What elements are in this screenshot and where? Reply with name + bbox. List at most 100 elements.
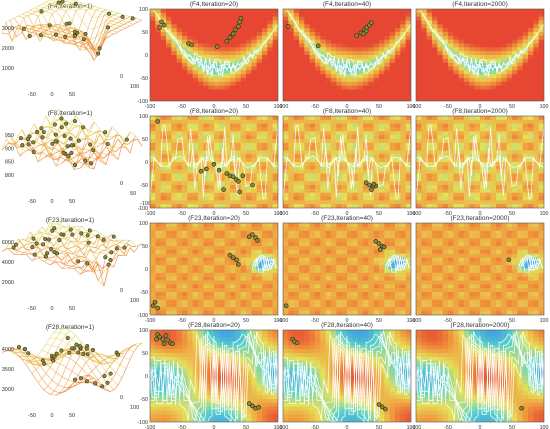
z-tick-label: 900 <box>5 146 14 152</box>
panel-title: (F28,Iteration=1) <box>46 324 94 331</box>
x-tick-label: -50 <box>444 318 452 324</box>
agent-marker <box>72 163 78 168</box>
contour-line <box>520 256 541 268</box>
panel-title: (F4,Iteration=20) <box>190 1 238 8</box>
agent-marker <box>93 381 98 386</box>
agent-marker <box>224 38 230 44</box>
agent-marker <box>363 180 369 185</box>
agent-marker <box>84 379 89 384</box>
agent-marker <box>227 35 233 40</box>
x-tick-label: -50 <box>178 425 186 429</box>
agent-marker <box>34 241 39 246</box>
agent-marker <box>32 252 37 257</box>
agent-marker <box>315 43 321 49</box>
x-tick-label: 50 <box>243 211 249 217</box>
agent-marker <box>59 116 64 121</box>
x-tick-label: 50 <box>69 306 75 312</box>
surface-mesh <box>1 108 143 170</box>
agent-marker <box>160 336 166 342</box>
agent-marker <box>109 250 114 255</box>
panel-title: (F28,Iteration=20) <box>188 322 240 329</box>
contour-line <box>254 255 275 272</box>
panel-title: (F8,Iteration=2000) <box>452 108 507 115</box>
z-tick-label: 3500 <box>2 367 14 373</box>
agent-marker <box>47 23 52 28</box>
agent-marker <box>81 352 86 357</box>
x-tick-label: -100 <box>278 318 289 324</box>
agent-marker <box>369 187 374 192</box>
agent-marker <box>155 119 160 124</box>
y-tick-label: 100 <box>139 221 148 227</box>
agent-marker <box>65 144 70 149</box>
agent-marker <box>21 26 26 31</box>
y-tick-label: 0 <box>120 288 123 294</box>
x-tick-label: 0 <box>213 104 216 110</box>
agent-marker <box>16 345 22 350</box>
plot-frame <box>282 115 412 209</box>
x-tick-label: -100 <box>411 318 422 324</box>
x-tick-label: 0 <box>346 211 349 217</box>
agent-marker <box>97 46 102 51</box>
agent-marker <box>64 121 69 126</box>
agent-marker <box>376 402 382 407</box>
agent-marker <box>72 119 78 124</box>
z-tick-label: 850 <box>5 160 14 166</box>
agent-marker <box>283 303 289 309</box>
y-tick-label: 50 <box>142 30 148 36</box>
agent-marker <box>377 247 383 252</box>
x-tick-label: 50 <box>69 92 75 98</box>
agent-marker <box>108 371 113 376</box>
contour-line <box>153 10 278 77</box>
agent-marker <box>67 350 72 355</box>
agent-marker <box>68 136 73 141</box>
z-tick-label: 3000 <box>2 387 14 393</box>
agent-marker <box>41 242 46 247</box>
x-tick-label: -50 <box>311 425 319 429</box>
agent-marker <box>519 405 524 411</box>
x-tick-label: 50 <box>69 199 75 205</box>
plot-frame <box>149 329 279 423</box>
x-tick-label: -100 <box>145 104 156 110</box>
contour-line <box>387 256 408 268</box>
contour-panel: (F4,Iteration=20) -100-100 -50 -50 0 0 50 50 100… <box>137 1 282 110</box>
agent-marker <box>76 259 81 264</box>
contour-line <box>416 331 544 421</box>
panel-title: (F23,Iteration=20) <box>188 215 240 222</box>
z-tick-label: 2000 <box>2 46 14 52</box>
panel-title: (F28,Iteration=40) <box>321 322 373 329</box>
y-tick-label: -100 <box>137 206 148 212</box>
agent-marker <box>214 44 220 50</box>
x-tick-label: -100 <box>145 318 156 324</box>
panel-title: (F23,Iteration=40) <box>321 215 373 222</box>
x-tick-label: -50 <box>28 306 36 312</box>
agent-marker <box>161 22 167 28</box>
surface-panel: (F23,Iteration=1) 2000 4000 6000 -50 0 50 0 100 <box>2 217 143 312</box>
agent-marker <box>108 257 113 263</box>
agent-marker <box>74 342 79 347</box>
plot-frame <box>149 8 279 102</box>
agent-marker <box>90 347 96 353</box>
agent-marker <box>72 29 77 34</box>
agent-marker <box>69 150 74 156</box>
x-tick-label: -50 <box>311 104 319 110</box>
x-tick-label: 0 <box>213 425 216 429</box>
y-tick-label: -100 <box>140 201 151 207</box>
agent-marker <box>250 182 255 188</box>
agent-marker <box>76 138 81 143</box>
surface-panel: (F28,Iteration=1) 3000 3500 4000 -50 0 50 0 100 <box>2 324 143 419</box>
agent-marker <box>381 244 387 250</box>
plot-frame <box>282 329 412 423</box>
panel-title: (F8,Iteration=20) <box>190 108 238 115</box>
agent-marker <box>157 334 162 340</box>
contour-panel: (F28,Iteration=20) -100-100 -50 -50 0 0 50 50 10… <box>137 322 282 429</box>
agent-marker <box>87 228 92 233</box>
x-tick-label: -50 <box>178 211 186 217</box>
x-tick-label: 0 <box>50 413 53 419</box>
x-tick-label: 0 <box>479 425 482 429</box>
agent-marker <box>78 376 83 381</box>
surface-panel: (F4,Iteration=1) 1000 2000 3000 -50 0 50 0 100 <box>1 0 143 98</box>
agent-marker <box>246 401 252 406</box>
z-tick-label: 3000 <box>2 26 14 32</box>
agent-marker <box>54 351 59 356</box>
x-tick-label: 50 <box>376 318 382 324</box>
